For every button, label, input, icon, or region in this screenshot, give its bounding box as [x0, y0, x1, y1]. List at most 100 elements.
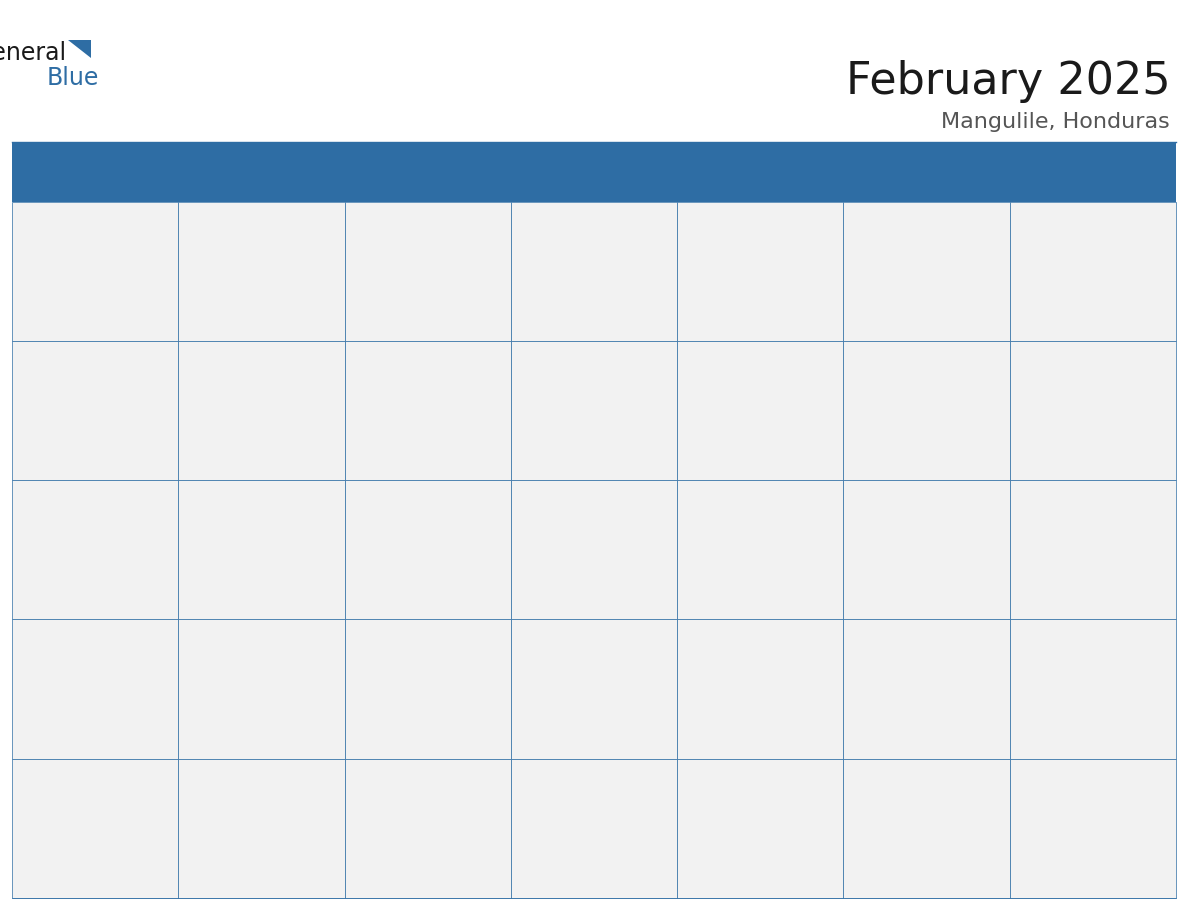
Text: and 37 minutes.: and 37 minutes. — [687, 563, 769, 573]
Text: Sunrise: 6:04 AM: Sunrise: 6:04 AM — [853, 789, 937, 799]
Text: and 37 minutes.: and 37 minutes. — [520, 563, 602, 573]
Text: Sunset: 5:47 PM: Sunset: 5:47 PM — [687, 389, 767, 398]
Text: Daylight: 11 hours: Daylight: 11 hours — [853, 685, 946, 695]
Text: Sunset: 5:48 PM: Sunset: 5:48 PM — [1019, 389, 1100, 398]
Text: Sunset: 5:53 PM: Sunset: 5:53 PM — [21, 806, 102, 816]
Text: Sunrise: 6:12 AM: Sunrise: 6:12 AM — [520, 510, 605, 521]
Text: Daylight: 11 hours: Daylight: 11 hours — [21, 823, 114, 834]
Text: Daylight: 11 hours: Daylight: 11 hours — [520, 407, 613, 416]
Text: Sunrise: 6:09 AM: Sunrise: 6:09 AM — [687, 650, 771, 660]
Text: and 35 minutes.: and 35 minutes. — [188, 563, 270, 573]
Text: Daylight: 11 hours: Daylight: 11 hours — [188, 545, 280, 555]
Text: Daylight: 11 hours: Daylight: 11 hours — [21, 545, 114, 555]
Text: and 46 minutes.: and 46 minutes. — [188, 841, 270, 851]
Text: Sunset: 5:53 PM: Sunset: 5:53 PM — [354, 806, 435, 816]
Text: Sunset: 5:51 PM: Sunset: 5:51 PM — [188, 667, 268, 677]
Text: Sunrise: 6:15 AM: Sunrise: 6:15 AM — [21, 372, 106, 381]
Text: 9: 9 — [21, 487, 31, 500]
Text: 27: 27 — [687, 765, 706, 779]
Text: Daylight: 11 hours: Daylight: 11 hours — [1019, 545, 1112, 555]
Text: and 29 minutes.: and 29 minutes. — [1019, 285, 1101, 295]
Text: Daylight: 11 hours: Daylight: 11 hours — [21, 685, 114, 695]
Text: Monday: Monday — [188, 164, 254, 180]
Text: Daylight: 11 hours: Daylight: 11 hours — [1019, 267, 1112, 277]
Text: Sunset: 5:45 PM: Sunset: 5:45 PM — [21, 389, 102, 398]
Text: Daylight: 11 hours: Daylight: 11 hours — [1019, 685, 1112, 695]
Text: Sunset: 5:50 PM: Sunset: 5:50 PM — [853, 528, 934, 538]
Text: and 36 minutes.: and 36 minutes. — [354, 563, 436, 573]
Text: and 44 minutes.: and 44 minutes. — [1019, 702, 1100, 712]
Text: Daylight: 11 hours: Daylight: 11 hours — [188, 407, 280, 416]
Text: Sunset: 5:52 PM: Sunset: 5:52 PM — [853, 667, 934, 677]
Text: Daylight: 11 hours: Daylight: 11 hours — [687, 823, 779, 834]
Text: and 30 minutes.: and 30 minutes. — [188, 424, 268, 433]
Text: Sunday: Sunday — [21, 164, 84, 180]
Text: Sunset: 5:49 PM: Sunset: 5:49 PM — [188, 528, 268, 538]
Text: and 31 minutes.: and 31 minutes. — [354, 424, 436, 433]
Text: 24: 24 — [188, 765, 207, 779]
Text: Sunrise: 6:11 AM: Sunrise: 6:11 AM — [21, 650, 106, 660]
Text: Sunrise: 6:13 AM: Sunrise: 6:13 AM — [188, 510, 272, 521]
Text: Sunrise: 6:08 AM: Sunrise: 6:08 AM — [853, 650, 937, 660]
Text: Sunrise: 6:08 AM: Sunrise: 6:08 AM — [1019, 650, 1104, 660]
Text: Daylight: 11 hours: Daylight: 11 hours — [687, 685, 779, 695]
Text: 5: 5 — [520, 348, 530, 362]
Text: Sunrise: 6:13 AM: Sunrise: 6:13 AM — [21, 510, 106, 521]
Text: Sunrise: 6:15 AM: Sunrise: 6:15 AM — [188, 372, 272, 381]
Text: Daylight: 11 hours: Daylight: 11 hours — [354, 823, 447, 834]
Text: and 41 minutes.: and 41 minutes. — [354, 702, 436, 712]
Text: and 47 minutes.: and 47 minutes. — [354, 841, 436, 851]
Text: 8: 8 — [1019, 348, 1029, 362]
Text: Sunset: 5:48 PM: Sunset: 5:48 PM — [853, 389, 934, 398]
Text: Sunrise: 6:12 AM: Sunrise: 6:12 AM — [853, 510, 937, 521]
Text: 10: 10 — [188, 487, 207, 500]
Text: 15: 15 — [1019, 487, 1038, 500]
Text: Daylight: 11 hours: Daylight: 11 hours — [520, 685, 613, 695]
Text: 6: 6 — [687, 348, 696, 362]
Text: Sunset: 5:47 PM: Sunset: 5:47 PM — [520, 389, 601, 398]
Text: Friday: Friday — [853, 164, 905, 180]
Text: Sunset: 5:51 PM: Sunset: 5:51 PM — [354, 667, 435, 677]
Text: Daylight: 11 hours: Daylight: 11 hours — [188, 685, 280, 695]
Text: Saturday: Saturday — [1019, 164, 1097, 180]
Text: 21: 21 — [853, 626, 872, 640]
Text: Sunset: 5:45 PM: Sunset: 5:45 PM — [1019, 250, 1100, 260]
Text: Sunset: 5:53 PM: Sunset: 5:53 PM — [188, 806, 268, 816]
Text: and 40 minutes.: and 40 minutes. — [188, 702, 268, 712]
Text: Sunrise: 6:07 AM: Sunrise: 6:07 AM — [188, 789, 272, 799]
Text: Sunset: 5:52 PM: Sunset: 5:52 PM — [687, 667, 767, 677]
Text: Sunrise: 6:16 AM: Sunrise: 6:16 AM — [1019, 232, 1104, 242]
Text: 19: 19 — [520, 626, 539, 640]
Text: Thursday: Thursday — [687, 164, 766, 180]
Text: February 2025: February 2025 — [846, 60, 1170, 103]
Text: 2: 2 — [21, 348, 31, 362]
Text: Daylight: 11 hours: Daylight: 11 hours — [354, 685, 447, 695]
Text: Sunrise: 6:14 AM: Sunrise: 6:14 AM — [853, 372, 937, 381]
Text: Daylight: 11 hours: Daylight: 11 hours — [687, 407, 779, 416]
Text: Sunrise: 6:07 AM: Sunrise: 6:07 AM — [21, 789, 106, 799]
Text: 13: 13 — [687, 487, 706, 500]
Text: Wednesday: Wednesday — [520, 164, 619, 180]
Text: and 31 minutes.: and 31 minutes. — [520, 424, 602, 433]
Text: Sunrise: 6:15 AM: Sunrise: 6:15 AM — [520, 372, 605, 381]
Text: 28: 28 — [853, 765, 872, 779]
Text: 25: 25 — [354, 765, 373, 779]
Text: 17: 17 — [188, 626, 207, 640]
Text: Sunrise: 6:14 AM: Sunrise: 6:14 AM — [1019, 372, 1104, 381]
Text: and 32 minutes.: and 32 minutes. — [687, 424, 769, 433]
Text: and 34 minutes.: and 34 minutes. — [21, 563, 102, 573]
Text: Sunset: 5:54 PM: Sunset: 5:54 PM — [853, 806, 934, 816]
Text: Sunset: 5:49 PM: Sunset: 5:49 PM — [520, 528, 601, 538]
Text: and 44 minutes.: and 44 minutes. — [853, 702, 934, 712]
Text: Sunrise: 6:15 AM: Sunrise: 6:15 AM — [354, 372, 438, 381]
Text: 16: 16 — [21, 626, 40, 640]
Text: 18: 18 — [354, 626, 373, 640]
Text: Daylight: 11 hours: Daylight: 11 hours — [354, 545, 447, 555]
Text: Mangulile, Honduras: Mangulile, Honduras — [941, 112, 1170, 132]
Text: 11: 11 — [354, 487, 373, 500]
Text: Sunrise: 6:10 AM: Sunrise: 6:10 AM — [354, 650, 438, 660]
Text: 3: 3 — [188, 348, 197, 362]
Text: Sunset: 5:46 PM: Sunset: 5:46 PM — [354, 389, 435, 398]
Text: Blue: Blue — [46, 66, 99, 90]
Text: Sunrise: 6:11 AM: Sunrise: 6:11 AM — [1019, 510, 1104, 521]
